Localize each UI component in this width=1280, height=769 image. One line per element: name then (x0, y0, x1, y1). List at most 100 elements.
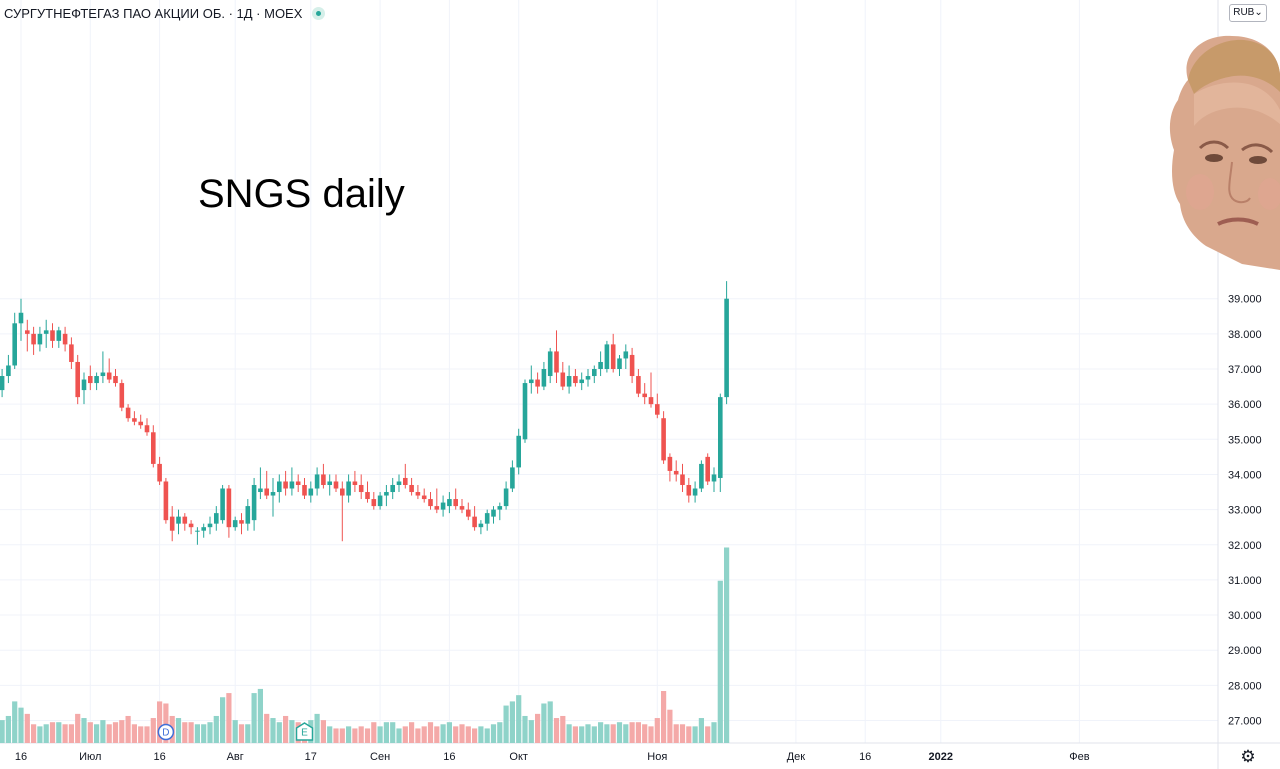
candle (566, 365, 572, 394)
candle (138, 414, 143, 429)
volume-bar (459, 724, 465, 743)
volume-bar (100, 720, 106, 743)
candle (440, 495, 446, 517)
volume-bar (642, 724, 648, 743)
candle (371, 492, 377, 510)
candle (516, 428, 521, 475)
volume-bar (522, 715, 528, 743)
volume-bar (157, 701, 163, 743)
candle (484, 509, 490, 531)
candle (705, 453, 710, 485)
volume-bar (673, 724, 679, 743)
symbol-title-bar[interactable]: СУРГУТНЕФТЕГАЗ ПАО АКЦИИ ОБ. · 1Д · MOEX (4, 4, 326, 22)
volume-bar (358, 726, 364, 743)
candle-body (661, 418, 666, 461)
candle-body (711, 474, 717, 482)
candle-body (554, 351, 559, 373)
time-tick-label: Окт (509, 751, 528, 763)
volume-bar (352, 728, 358, 743)
candle (692, 481, 698, 503)
candle-body (699, 463, 704, 489)
price-tick-label: 28.000 (1228, 680, 1262, 692)
time-tick-label: 17 (305, 751, 317, 763)
candle-body (31, 333, 36, 345)
candle (176, 509, 181, 535)
candle (37, 326, 43, 352)
candle (503, 481, 509, 510)
price-tick-label: 27.000 (1228, 716, 1262, 728)
volume-bar (667, 709, 673, 743)
candle-body (655, 404, 660, 415)
price-tick-label: 38.000 (1228, 329, 1262, 341)
candle (409, 477, 414, 496)
volume-bar (346, 726, 352, 743)
volume-bar (629, 722, 635, 743)
candle-body (434, 506, 440, 510)
volume-bar (472, 728, 478, 743)
candle-body (100, 372, 106, 377)
candle-body (264, 488, 269, 496)
candle (258, 467, 263, 500)
earnings-marker-icon[interactable]: E (295, 722, 314, 741)
volume-bar (490, 724, 497, 743)
candle-body (541, 369, 547, 387)
candle (226, 484, 232, 538)
candle (232, 516, 238, 531)
candle-body (340, 488, 345, 496)
volume-bar (572, 726, 578, 743)
candle-body (547, 351, 553, 377)
volume-bar (396, 728, 402, 743)
candle (629, 347, 635, 384)
candle (81, 372, 87, 405)
candle-body (346, 481, 351, 496)
candle (214, 506, 219, 531)
price-tick-label: 36.000 (1228, 399, 1262, 411)
candle (169, 506, 175, 542)
price-axis[interactable]: 39.000 38.000 37.000 36.000 35.000 34.000 33.0… (1228, 294, 1262, 728)
candle-body (270, 492, 276, 496)
volume-bar (383, 722, 389, 743)
candle-body (592, 369, 597, 377)
volume-bar (24, 713, 30, 743)
volume-bar (5, 715, 11, 743)
candle-body (705, 456, 710, 482)
volume-bar (314, 713, 320, 743)
candle-body (151, 432, 156, 464)
time-tick-label: Авг (227, 751, 244, 763)
candle (119, 379, 125, 412)
candle-body (629, 354, 635, 377)
gear-icon[interactable]: ⚙ (1240, 747, 1256, 766)
volume-bar (698, 718, 704, 743)
volume-bar (68, 724, 74, 743)
candle (560, 361, 566, 391)
candle (18, 298, 24, 341)
candle-body (358, 484, 364, 493)
candle-body (421, 495, 427, 500)
time-axis[interactable]: 16 Июл 16 Авг 17 Сен 16 Окт Ноя Дек 16 2022 Фев (15, 751, 1090, 763)
currency-selector[interactable]: RUB⌄ (1229, 4, 1267, 22)
volume-bar (427, 722, 434, 743)
candle-body (466, 509, 471, 517)
candle-body (169, 516, 175, 531)
candle (642, 383, 647, 405)
volume-bar (238, 724, 245, 743)
candle (604, 340, 610, 373)
candle (648, 372, 654, 408)
dividend-marker-icon[interactable]: D (157, 723, 175, 741)
volume-bar (724, 547, 730, 743)
candle (0, 369, 5, 398)
candle-body (295, 481, 301, 485)
volume-bar (503, 705, 509, 743)
volume-bar (232, 720, 238, 743)
time-tick-label: Июл (79, 751, 101, 763)
time-tick-label: 2022 (929, 751, 953, 763)
candle-body (157, 463, 162, 482)
candle (718, 393, 723, 493)
candle (207, 516, 213, 535)
volume-bar (106, 724, 112, 743)
candle-body (585, 376, 591, 380)
candle-body (673, 470, 679, 475)
candle-body (81, 379, 87, 391)
